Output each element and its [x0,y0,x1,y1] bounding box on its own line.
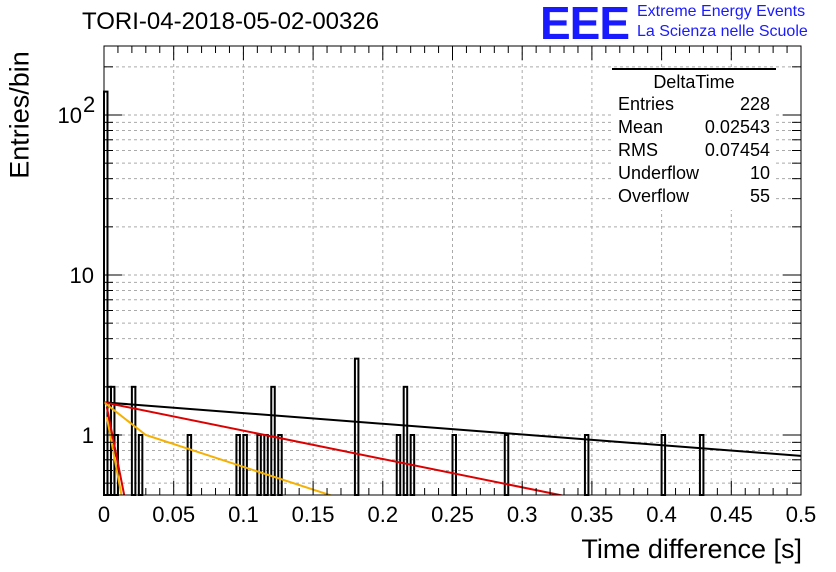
y-axis-label: Entries/bin [4,51,35,179]
stat-value: 55 [749,186,770,206]
stat-value: 10 [749,163,770,183]
histogram-bar [402,385,409,497]
histogram-bar [270,385,276,497]
stat-row-overflow: Overflow 55 [612,185,776,208]
histogram-bar [395,434,402,496]
histogram-bar [503,434,510,496]
grid [104,46,801,495]
stat-row-mean: Mean 0.02543 [612,116,776,139]
stat-key: Overflow [618,186,690,206]
stat-key: Underflow [618,163,700,183]
x-tick-label: 0.3 [507,502,538,527]
histogram-bar [353,357,360,497]
histogram-bar [277,434,283,496]
x-tick-label: 0.35 [570,502,613,527]
stat-key: Entries [618,94,675,114]
y-tick-label-exponent: 2 [83,92,95,117]
histogram-bar [137,434,144,496]
stat-row-underflow: Underflow 10 [612,162,776,185]
axis-ticks [103,46,802,495]
histogram-bar [583,434,590,496]
histogram-bar [698,434,705,496]
fit-curve [104,401,565,495]
histogram-bar [242,434,248,496]
histogram-bar [130,385,137,497]
stats-title: DeltaTime [653,72,735,92]
x-tick-label: 0.15 [292,502,335,527]
stat-value: 228 [739,94,770,114]
y-tick-label: 10 [70,263,94,288]
stat-key: Mean [618,117,664,137]
tick-labels: 0 0.05 0.1 0.15 0.2 0.25 0.3 0.35 0.4 0.45 0.5 1 10 1… [58,92,817,527]
logo-line-1: Extreme Energy Events [637,3,806,20]
page-title: TORI-04-2018-05-02-00326 [82,8,380,35]
fit-curve [104,401,801,457]
fit-curves [104,401,801,495]
stat-row-entries: Entries 228 [612,93,776,116]
x-tick-label: 0.5 [786,502,817,527]
y-tick-label: 10 [58,103,82,128]
stat-value: 0.07454 [704,140,770,160]
eee-logo: EEE [540,0,630,49]
x-axis-label: Time difference [s] [581,534,802,564]
stat-value: 0.02543 [704,117,770,137]
fit-curve [105,406,126,495]
x-tick-label: 0.2 [368,502,399,527]
histogram-bar [263,434,269,496]
x-tick-label: 0.45 [710,502,753,527]
x-tick-label: 0.25 [431,502,474,527]
histogram-bar [256,434,262,496]
fit-curve [104,401,333,495]
x-tick-label: 0.05 [152,502,195,527]
x-tick-label: 0.1 [228,502,259,527]
stats-box: DeltaTime Entries 228 Mean 0.02543 RMS 0… [612,68,776,210]
x-tick-label: 0.4 [646,502,677,527]
stat-key: RMS [618,140,658,160]
histogram-bar [451,434,457,496]
fit-curve [105,416,123,495]
logo-line-2: La Scienza nelle Scuole [637,23,808,40]
stat-row-rms: RMS 0.07454 [612,139,776,162]
y-tick-label: 1 [82,423,94,448]
histogram-bar [186,434,193,496]
histogram-bar [660,434,667,496]
x-tick-label: 0 [98,502,110,527]
